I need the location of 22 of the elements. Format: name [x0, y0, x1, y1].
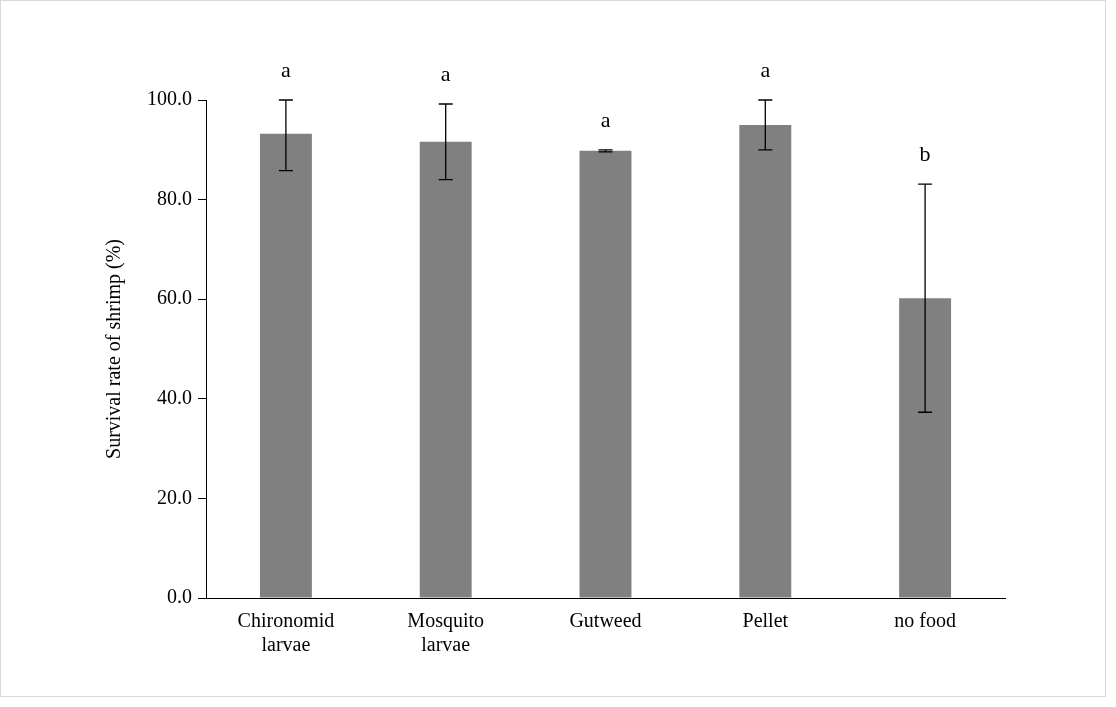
x-tick-label: Mosquito larvae — [407, 609, 485, 656]
x-tick-label: Chironomid larvae — [237, 609, 335, 656]
y-tick-label: 80.0 — [157, 186, 192, 209]
y-axis-title: Survival rate of shrimp (%) — [102, 239, 126, 459]
text: a — [440, 60, 451, 86]
bar — [259, 133, 312, 598]
bar — [739, 124, 792, 598]
bar — [579, 150, 632, 598]
y-tick-label: 100.0 — [147, 87, 192, 110]
bar — [899, 298, 952, 598]
y-tick-label: 20.0 — [157, 485, 192, 508]
y-tick-label: 60.0 — [157, 286, 192, 309]
bar — [419, 141, 472, 598]
text: a — [760, 56, 771, 82]
x-tick-label: no food — [894, 609, 956, 632]
y-tick-label: 0.0 — [167, 585, 192, 608]
annotation: b — [919, 140, 931, 166]
text: a — [281, 56, 292, 82]
annotation: a — [600, 106, 611, 132]
x-tick-label: Gutweed — [569, 609, 642, 632]
y-tick-label: 40.0 — [157, 386, 192, 409]
x-tick-label: Pellet — [742, 609, 789, 632]
